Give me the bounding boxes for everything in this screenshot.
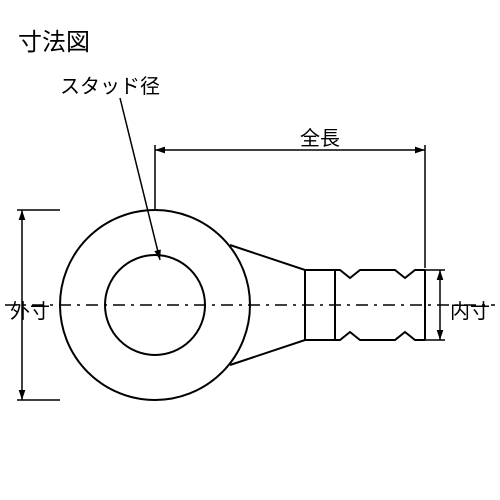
dimension-diagram [0, 0, 500, 500]
